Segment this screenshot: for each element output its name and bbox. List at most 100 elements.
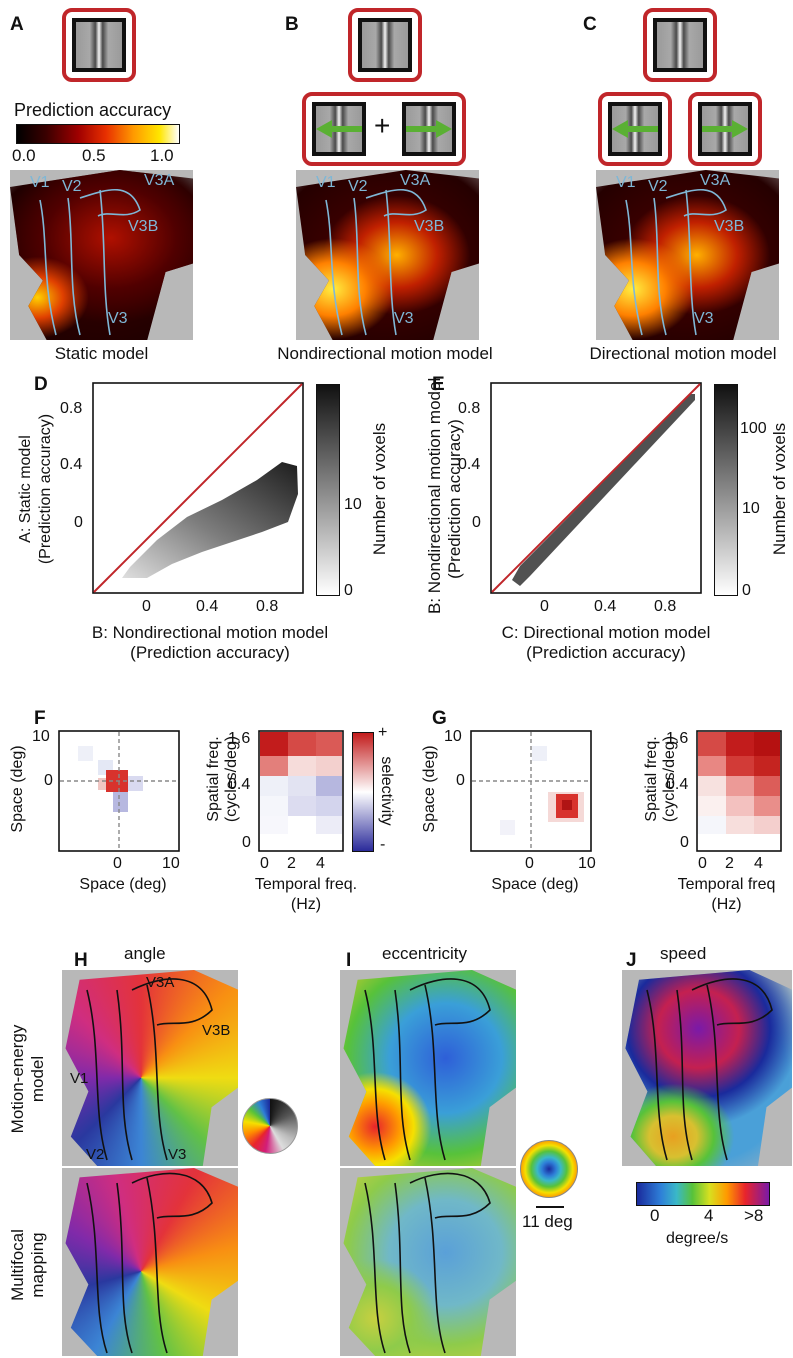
nondirectional-stimulus-frame: +	[302, 92, 466, 166]
h-roi-v3a: V3A	[146, 974, 175, 991]
rf-f-freq-xlabel-1: Temporal freq.	[254, 876, 358, 893]
identity-line	[491, 383, 701, 593]
scatter-d-xtick-04: 0.4	[196, 598, 219, 615]
accuracy-tick-1: 0.5	[82, 146, 106, 165]
rf-g-space-xtick-10: 10	[578, 855, 596, 872]
scatter-d-cbar-tick-10: 10	[344, 496, 362, 513]
scatter-e-xlabel-1: C: Directional motion model	[501, 623, 711, 642]
rf-f-spatial-map	[58, 730, 180, 852]
voxel-density-cloud	[122, 462, 298, 578]
scatter-e-xtick-04: 0.4	[594, 598, 617, 615]
speed-tick-8: >8	[744, 1206, 764, 1225]
scatter-e-cbar-tick-10: 10	[742, 500, 760, 517]
panel-label-b: B	[285, 14, 299, 35]
roi-label-v3a: V3A	[400, 172, 431, 189]
left-arrow-icon	[612, 120, 658, 138]
panel-label-j: J	[626, 950, 637, 971]
flatmap-static: V1 V2 V3A V3B V3	[10, 170, 193, 340]
scatter-e-xtick-0: 0	[540, 598, 549, 615]
flatmap-nondirectional: V1 V2 V3A V3B V3	[296, 170, 479, 340]
accuracy-tick-0: 0.0	[12, 146, 36, 165]
panel-label-h: H	[74, 950, 88, 971]
scatter-d-cbar-label: Number of voxels	[370, 422, 389, 556]
rf-g-freq-xtick-4: 4	[754, 855, 763, 872]
rf-f-space-xtick-10: 10	[162, 855, 180, 872]
scatter-e-ytick-0: 0	[472, 514, 481, 531]
scatter-e-xlabel-2: (Prediction accuracy)	[526, 643, 686, 662]
roi-label-v1: V1	[616, 174, 636, 191]
scatter-d-ytick-08: 0.8	[60, 400, 83, 417]
rf-f-space-ytick-0: 0	[44, 772, 53, 789]
row-label-motion-energy-1: Motion-energy	[8, 1024, 27, 1134]
scatter-e-cbar-label: Number of voxels	[770, 422, 789, 556]
scatter-e-ylabel-1: B: Nondirectional motion model	[425, 377, 444, 614]
scatter-d-xtick-0: 0	[142, 598, 151, 615]
roi-label-v3: V3	[694, 310, 714, 327]
rf-g-freq-xlabel-1: Temporal freq	[677, 876, 776, 893]
caption-nondirectional-model: Nondirectional motion model	[277, 344, 493, 363]
scatter-d-ylabel-1: A: Static model	[17, 435, 34, 543]
panel-label-f: F	[34, 708, 46, 729]
rf-g-freq-ytick-0: 0	[680, 834, 689, 851]
scatter-d-xlabel-2: (Prediction accuracy)	[130, 643, 290, 662]
row-label-multifocal-2: mapping	[28, 1232, 47, 1298]
selectivity-label: selectivity	[378, 756, 395, 826]
rf-g-freq-ytick-16: 1.6	[666, 730, 689, 747]
panel-j-title: speed	[660, 944, 707, 963]
roi-label-v3: V3	[394, 310, 414, 327]
static-stimulus-frame	[643, 8, 717, 82]
rf-g-freq-xtick-2: 2	[725, 855, 734, 872]
scatter-d-plot	[92, 382, 304, 594]
rf-g-space-xlabel: Space (deg)	[491, 876, 579, 893]
speed-tick-4: 4	[704, 1206, 714, 1225]
rf-f-space-xtick-0: 0	[113, 855, 122, 872]
flatmap-directional: V1 V2 V3A V3B V3	[596, 170, 779, 340]
rf-f-space-ytick-10: 10	[32, 728, 50, 745]
h-roi-v3: V3	[168, 1146, 187, 1163]
panel-i-title: eccentricity	[382, 944, 468, 963]
left-arrow-icon	[316, 120, 362, 138]
scatter-d-ytick-0: 0	[74, 514, 83, 531]
scatter-e-cbar-tick-0: 0	[742, 582, 751, 599]
scatter-d-colorbar	[316, 384, 340, 596]
eccentricity-legend-disc	[520, 1140, 578, 1198]
identity-line	[93, 383, 303, 593]
panel-label-g: G	[432, 708, 447, 729]
right-arrow-icon	[406, 120, 452, 138]
scatter-d-ylabel-2: (Prediction accuracy)	[37, 413, 54, 565]
scatter-d-cbar-tick-0: 0	[344, 582, 353, 599]
h-roi-v3b: V3B	[202, 1022, 231, 1039]
scatter-e-ytick-08: 0.8	[458, 400, 481, 417]
static-stimulus-frame	[62, 8, 136, 82]
eccentricity-map-motion-energy	[340, 970, 516, 1166]
roi-label-v2: V2	[648, 178, 668, 195]
left-motion-stimulus-frame	[598, 92, 672, 166]
angle-map-motion-energy: V3A V3B V1 V2 V3	[62, 970, 238, 1166]
selectivity-minus: -	[380, 836, 386, 853]
rf-g-space-ytick-10: 10	[444, 728, 462, 745]
roi-label-v1: V1	[316, 174, 336, 191]
roi-label-v3b: V3B	[128, 218, 159, 235]
plus-sign: +	[374, 110, 391, 141]
speed-unit: degree/s	[666, 1230, 729, 1247]
rf-g-space-ylabel: Space (deg)	[421, 745, 438, 833]
rf-g-freq-ylabel-1: Spatial freq.	[643, 736, 660, 822]
rf-f-freq-ytick-16: 1.6	[228, 730, 251, 747]
rf-g-frequency-map	[696, 730, 782, 852]
panel-h-title: angle	[124, 944, 166, 963]
rf-g-freq-ylabel-2: (cycles/deg)	[661, 735, 678, 823]
gabor-patch	[72, 18, 126, 72]
row-label-multifocal-1: Multifocal	[8, 1229, 27, 1301]
roi-label-v3: V3	[108, 310, 128, 327]
gabor-patch	[358, 18, 412, 72]
scatter-e-cbar-tick-100: 100	[740, 420, 767, 437]
eccentricity-scale-label: 11 deg	[522, 1212, 573, 1231]
rf-f-freq-ytick-0: 0	[242, 834, 251, 851]
rf-g-freq-ytick-04: 0.4	[666, 776, 689, 793]
scatter-e-colorbar	[714, 384, 738, 596]
panel-label-e: E	[432, 374, 445, 395]
right-arrow-icon	[702, 120, 748, 138]
panel-label-c: C	[583, 14, 597, 35]
panel-label-i: I	[346, 950, 352, 971]
scatter-e-ytick-04: 0.4	[458, 456, 481, 473]
